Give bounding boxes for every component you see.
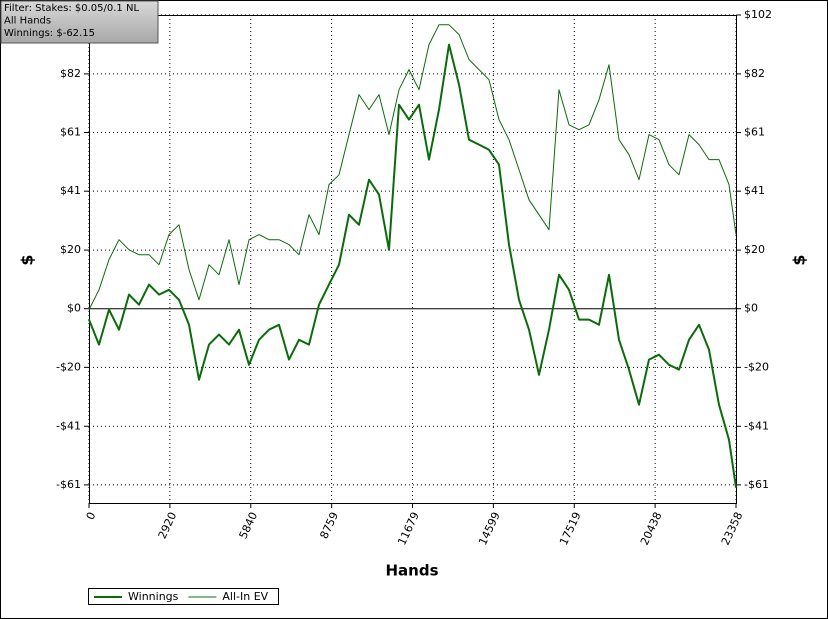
series-line [88,43,737,488]
y2-tick-label: $61 [744,126,765,139]
y2-tick-label: $0 [744,302,758,315]
filter-text: Winnings: $-62.15 [4,28,95,39]
y-tick-label: $0 [67,302,81,315]
y2-tick-label: $41 [744,184,765,197]
y2-tick-label: $82 [744,67,765,80]
x-axis-label: Hands [385,562,438,580]
y2-tick-label: $20 [744,243,765,256]
legend-label: All-In EV [222,590,268,603]
y2-tick-label: -$61 [744,478,769,491]
y2-tick-label: $102 [744,8,772,21]
y-tick-label: $20 [60,243,81,256]
y-tick-label: $61 [60,126,81,139]
y2-tick-label: -$41 [744,419,769,432]
legend-label: Winnings [128,590,179,603]
y2-tick-label: -$20 [744,360,769,373]
y-tick-label: $82 [60,67,81,80]
series-line [88,24,737,310]
y-tick-label: $41 [60,184,81,197]
y-tick-label: -$20 [56,360,81,373]
y-tick-label: -$41 [56,419,81,432]
x-tick-label: 0 [84,510,99,522]
y-tick-label: -$61 [56,478,81,491]
y-axis-label: $ [18,254,37,265]
y2-axis-label: $ [790,254,809,265]
filter-text: All Hands [4,16,51,27]
filter-text: Filter: Stakes: $0.05/0.1 NL [4,3,139,14]
legend-box [88,588,279,605]
filter-box [0,0,159,44]
